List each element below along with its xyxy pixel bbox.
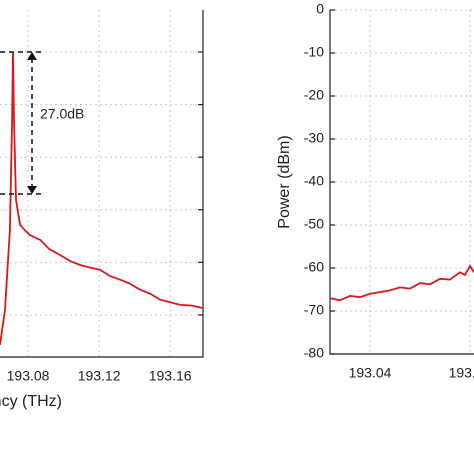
y-tick-label: -60 [304, 259, 324, 275]
y-tick-label: -50 [304, 216, 324, 232]
axis-frame [329, 10, 474, 355]
y-axis-label: Power (dBm) [276, 135, 293, 228]
y-tick-label: 0 [316, 1, 324, 17]
y-tick-label: -80 [304, 345, 324, 361]
y-tick-label: -40 [304, 173, 324, 189]
annotation: 27.0dB [40, 106, 84, 122]
x-tick-label: 193.08 [449, 365, 474, 381]
y-tick-label: -70 [304, 302, 324, 318]
data-line [0, 52, 204, 346]
x-axis-label: Frequency (THz) [0, 393, 62, 410]
x-tick-label: 193.08 [7, 368, 50, 384]
x-tick-label: 193.12 [78, 368, 121, 384]
axis-frame [0, 10, 204, 358]
x-tick-label: 193.16 [149, 368, 192, 384]
x-tick-label: 193.04 [349, 365, 392, 381]
y-tick-label: -20 [304, 87, 324, 103]
data-line [329, 264, 474, 302]
y-tick-label: -30 [304, 130, 324, 146]
y-tick-label: -10 [304, 44, 324, 60]
